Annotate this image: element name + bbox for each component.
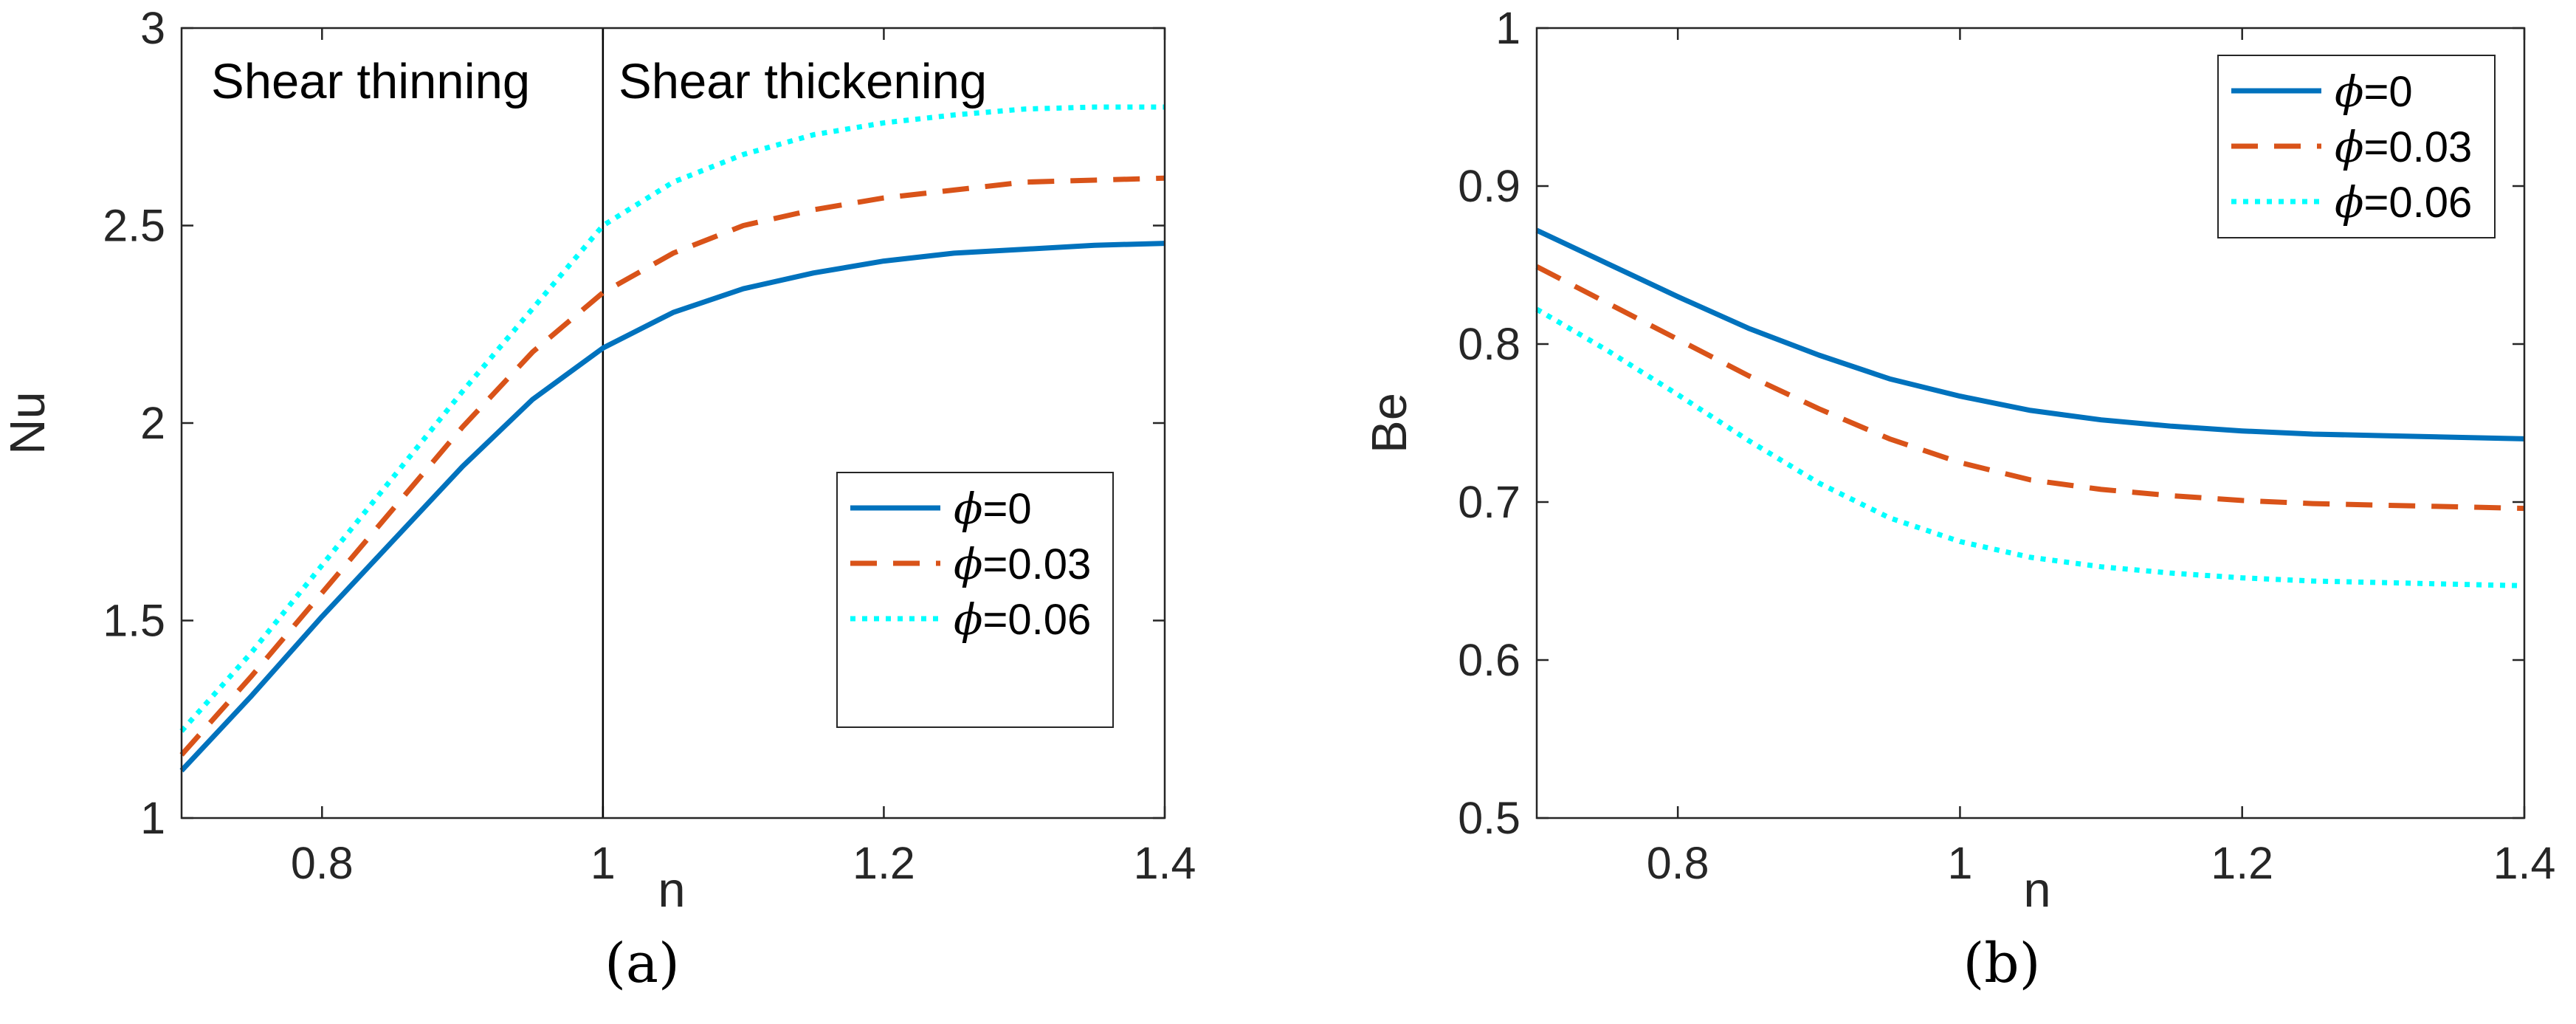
y-tick-label: 1 xyxy=(1495,3,1521,53)
panel-b-be-vs-n: 0.8 1 1.2 1.40.50.60.70.80.91ϕ=0ϕ=0.03ϕ=0.0… xyxy=(1362,3,2555,995)
x-tick-label: 1.2 xyxy=(853,838,915,888)
x-axis-label: n xyxy=(658,862,685,918)
region-annotation: Shear thickening xyxy=(619,54,987,109)
x-axis-label: n xyxy=(2023,862,2050,918)
legend-value: =0.06 xyxy=(983,596,1092,644)
panel-a-nu-vs-n: 0.8 1 1.2 1.4 1 1.5 2 2.5 3 Shear thinning Shear t… xyxy=(0,3,1196,995)
y-tick-label: 3 xyxy=(140,3,165,53)
series-line-0 xyxy=(1535,227,2525,441)
legend-box xyxy=(836,472,1114,728)
legend-entry: ϕ=0.06 xyxy=(954,594,1091,645)
series-line-1 xyxy=(1535,264,2525,512)
y-tick-label: 0.8 xyxy=(1458,319,1521,369)
legend-entry: ϕ=0.06 xyxy=(2335,177,2472,227)
axes-frame xyxy=(180,27,1166,819)
y-tick-label: 1 xyxy=(140,793,165,843)
series-line-1 xyxy=(179,175,1165,757)
legend-entry: ϕ=0.03 xyxy=(954,539,1091,589)
y-axis-label: Be xyxy=(1362,393,1417,453)
legend-value: =0.03 xyxy=(983,540,1092,588)
series-line-0 xyxy=(179,241,1165,773)
x-tick-label: 1.4 xyxy=(2493,838,2556,888)
phi-symbol: ϕ xyxy=(2335,66,2364,117)
legend-box xyxy=(2217,55,2496,238)
panel-caption: (a) xyxy=(605,932,680,995)
phi-symbol: ϕ xyxy=(2335,177,2364,227)
y-tick-label: 1.5 xyxy=(103,596,165,646)
x-tick-label: 1.2 xyxy=(2211,838,2273,888)
x-tick-label: 1.4 xyxy=(1134,838,1196,888)
y-tick-label: 0.6 xyxy=(1458,635,1521,685)
phi-symbol: ϕ xyxy=(954,484,983,534)
axes-frame xyxy=(1535,27,2526,819)
y-tick-label: 0.7 xyxy=(1458,477,1521,527)
y-tick-label: 2 xyxy=(140,398,165,448)
legend-value: =0.03 xyxy=(2364,123,2473,171)
legend: ϕ=0ϕ=0.03ϕ=0.06 xyxy=(2217,55,2496,238)
y-tick-label: 0.9 xyxy=(1458,161,1521,211)
x-tick-label: 1 xyxy=(590,838,616,888)
legend-value: =0 xyxy=(983,485,1032,533)
y-tick-label: 0.5 xyxy=(1458,793,1521,843)
y-axis-label: Nu xyxy=(0,391,55,455)
legend-entry: ϕ=0.03 xyxy=(2335,122,2472,172)
legend-value: =0.06 xyxy=(2364,179,2473,227)
series-line-2 xyxy=(1535,306,2525,588)
x-tick-label: 0.8 xyxy=(1647,838,1709,888)
region-annotation: Shear thinning xyxy=(211,54,530,109)
series-line-2 xyxy=(179,104,1165,733)
legend-value: =0 xyxy=(2364,68,2413,116)
panel-caption: (b) xyxy=(1963,932,2040,995)
legend-entry: ϕ=0 xyxy=(2335,66,2413,117)
legend: ϕ=0ϕ=0.03ϕ=0.06 xyxy=(836,472,1114,728)
y-tick-label: 2.5 xyxy=(103,201,165,251)
x-tick-label: 1 xyxy=(1947,838,1972,888)
phi-symbol: ϕ xyxy=(954,594,983,645)
phi-symbol: ϕ xyxy=(2335,122,2364,172)
x-tick-label: 0.8 xyxy=(291,838,354,888)
phi-symbol: ϕ xyxy=(954,539,983,589)
legend-entry: ϕ=0 xyxy=(954,484,1032,534)
